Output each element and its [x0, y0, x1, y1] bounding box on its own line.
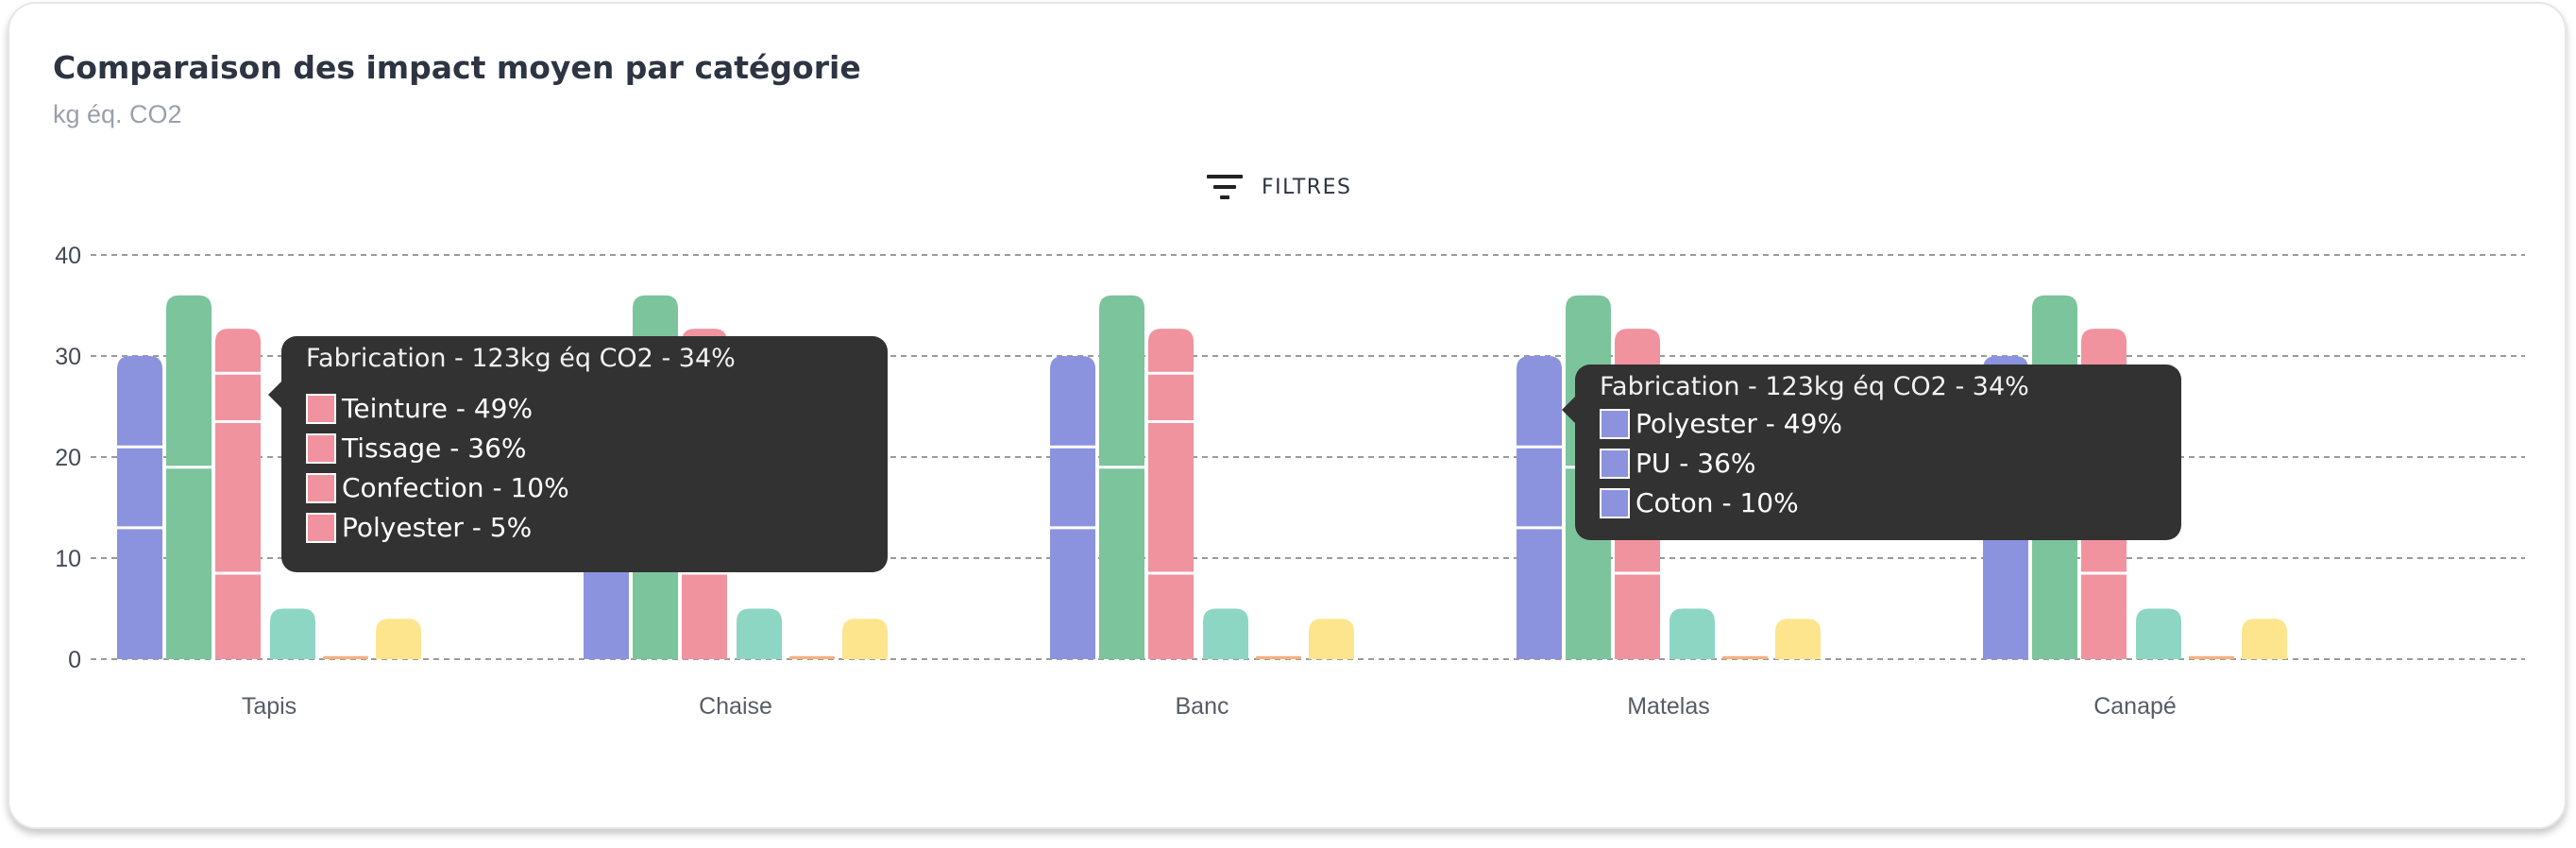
- y-tick-label: 10: [55, 546, 81, 572]
- bar-yellow[interactable]: [1309, 619, 1354, 659]
- bar-teal[interactable]: [1203, 608, 1248, 660]
- y-tick-label: 20: [55, 445, 81, 471]
- bar-orange[interactable]: [1256, 655, 1301, 659]
- legend-swatch-tissage: [306, 432, 336, 464]
- tooltip-arrow: [268, 382, 281, 408]
- bar-orange[interactable]: [1722, 655, 1768, 659]
- tooltip-item-label: Confection - 10%: [342, 472, 569, 503]
- bar-blue[interactable]: [1050, 356, 1095, 659]
- bar-yellow[interactable]: [376, 619, 421, 659]
- legend-swatch-teinture: [306, 393, 336, 424]
- legend-swatch-confection: [306, 472, 336, 503]
- bar-teal[interactable]: [270, 608, 315, 660]
- tooltip-item: Coton - 10%: [1600, 487, 1799, 518]
- tooltip-title: Fabrication - 123kg éq CO2 - 34%: [306, 344, 736, 373]
- tooltip-item-label: Polyester - 49%: [1635, 408, 1843, 439]
- bar-orange[interactable]: [323, 655, 368, 659]
- tooltip-item: Tissage - 36%: [306, 432, 527, 464]
- legend-swatch-pu: [1600, 448, 1630, 479]
- bar-yellow[interactable]: [842, 619, 888, 659]
- tooltip-title: Fabrication - 123kg éq CO2 - 34%: [1600, 372, 2029, 401]
- bar-orange[interactable]: [789, 655, 835, 659]
- tooltip-item: PU - 36%: [1600, 448, 1756, 479]
- chart-title: Comparaison des impact moyen par catégor…: [53, 49, 861, 86]
- y-tick-label: 30: [55, 344, 81, 370]
- axis-labels: 0 10 20 30 40 Tapis Chaise Banc Matelas Canapé: [55, 243, 2177, 720]
- tooltip-tapis: Fabrication - 123kg éq CO2 - 34% Teintur…: [268, 336, 888, 572]
- tooltip-item: Polyester - 5%: [306, 512, 532, 543]
- tooltip-item: Confection - 10%: [306, 472, 569, 503]
- bar-blue[interactable]: [117, 356, 162, 659]
- bar-teal[interactable]: [2136, 608, 2181, 660]
- bar-blue[interactable]: [1517, 356, 1562, 659]
- bar-green[interactable]: [1099, 295, 1144, 659]
- filters-label: FILTRES: [1262, 175, 1352, 199]
- tooltip-item-label: PU - 36%: [1635, 448, 1756, 479]
- bar-yellow[interactable]: [2242, 619, 2287, 659]
- tooltip-item-label: Polyester - 5%: [342, 512, 533, 543]
- tooltip-item: Polyester - 49%: [1600, 408, 1842, 439]
- chart-subtitle: kg éq. CO2: [53, 100, 182, 128]
- bar-green[interactable]: [166, 295, 212, 659]
- bar-teal[interactable]: [737, 608, 782, 660]
- x-category-label: Chaise: [699, 693, 772, 720]
- x-category-label: Canapé: [2093, 693, 2177, 720]
- tooltip-matelas: Fabrication - 123kg éq CO2 - 34% Polyest…: [1562, 365, 2181, 540]
- bar-teal[interactable]: [1669, 608, 1715, 660]
- y-tick-label: 0: [68, 647, 81, 673]
- tooltip-arrow: [1562, 397, 1575, 423]
- legend-swatch-coton: [1600, 487, 1630, 518]
- tooltip-item-label: Teinture - 49%: [342, 393, 534, 424]
- x-category-label: Tapis: [242, 693, 297, 720]
- filter-list-icon: [1207, 175, 1243, 199]
- legend-swatch-polyester: [1600, 408, 1630, 439]
- tooltip-item-label: Coton - 10%: [1635, 487, 1799, 518]
- bar-yellow[interactable]: [1775, 619, 1821, 659]
- bar-red[interactable]: [1148, 329, 1194, 659]
- x-category-label: Matelas: [1627, 693, 1710, 720]
- legend-swatch-polyester: [306, 512, 336, 543]
- tooltip-item-label: Tissage - 36%: [342, 432, 527, 464]
- tooltip-item: Teinture - 49%: [306, 393, 533, 424]
- y-tick-label: 40: [55, 243, 81, 269]
- bar-red[interactable]: [215, 329, 261, 659]
- bar-orange[interactable]: [2189, 655, 2234, 659]
- x-category-label: Banc: [1176, 693, 1229, 720]
- filters-button[interactable]: FILTRES: [1207, 168, 1351, 206]
